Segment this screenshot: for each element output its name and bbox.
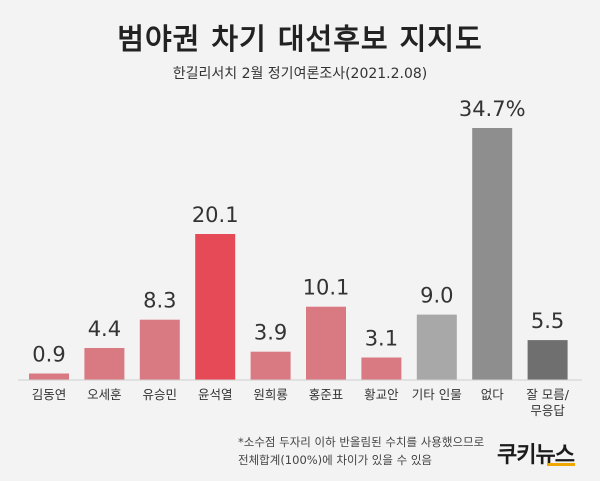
value-label-10: 5.5 <box>531 309 564 333</box>
category-label-9: 없다 <box>481 387 505 402</box>
bar-2 <box>84 348 125 380</box>
bar-4 <box>195 234 236 380</box>
value-label-9: 34.7% <box>459 97 526 121</box>
chart-subtitle: 한길리서치 2월 정기여론조사(2021.2.08) <box>172 66 428 82</box>
value-label-6: 10.1 <box>303 276 350 300</box>
bar-9 <box>472 128 513 380</box>
chart-title: 범야권 차기 대선후보 지지도 <box>117 22 483 56</box>
value-label-4: 20.1 <box>192 203 239 227</box>
category-label-8: 기타 인물 <box>412 387 462 402</box>
category-label-1: 김동연 <box>32 387 67 402</box>
bar-5 <box>250 351 291 380</box>
category-label-5: 원희룡 <box>253 387 288 402</box>
value-label-7: 3.1 <box>365 327 398 351</box>
footnote: *소수점 두자리 이하 반올림된 수치를 사용했으므로 전체합계(100%)에 … <box>238 433 484 469</box>
bar-3 <box>139 319 180 380</box>
value-label-8: 9.0 <box>420 284 453 308</box>
category-label-7: 황교안 <box>364 387 399 402</box>
bar-6 <box>306 306 346 380</box>
footnote-line-2: 전체합계(100%)에 차이가 있을 수 있음 <box>238 453 433 467</box>
category-label-2: 오세훈 <box>87 387 122 402</box>
value-label-2: 4.4 <box>88 317 121 341</box>
category-label-3: 유승민 <box>143 387 178 402</box>
category-label-4: 윤석열 <box>198 387 233 402</box>
bar-1 <box>29 373 69 380</box>
bar-7 <box>361 357 402 380</box>
value-label-5: 3.9 <box>254 321 287 345</box>
footnote-line-1: *소수점 두자리 이하 반올림된 수치를 사용했으므로 <box>238 435 485 449</box>
logo-text-1: 쿠키 <box>497 443 536 468</box>
value-label-3: 8.3 <box>143 289 176 313</box>
logo-underline <box>547 463 575 466</box>
value-label-1: 0.9 <box>32 343 65 367</box>
bar-8 <box>416 314 457 380</box>
bar-10 <box>527 340 568 380</box>
category-label-10: 잘 모름/무응답 <box>526 387 569 418</box>
category-label-6: 홍준표 <box>309 387 344 402</box>
